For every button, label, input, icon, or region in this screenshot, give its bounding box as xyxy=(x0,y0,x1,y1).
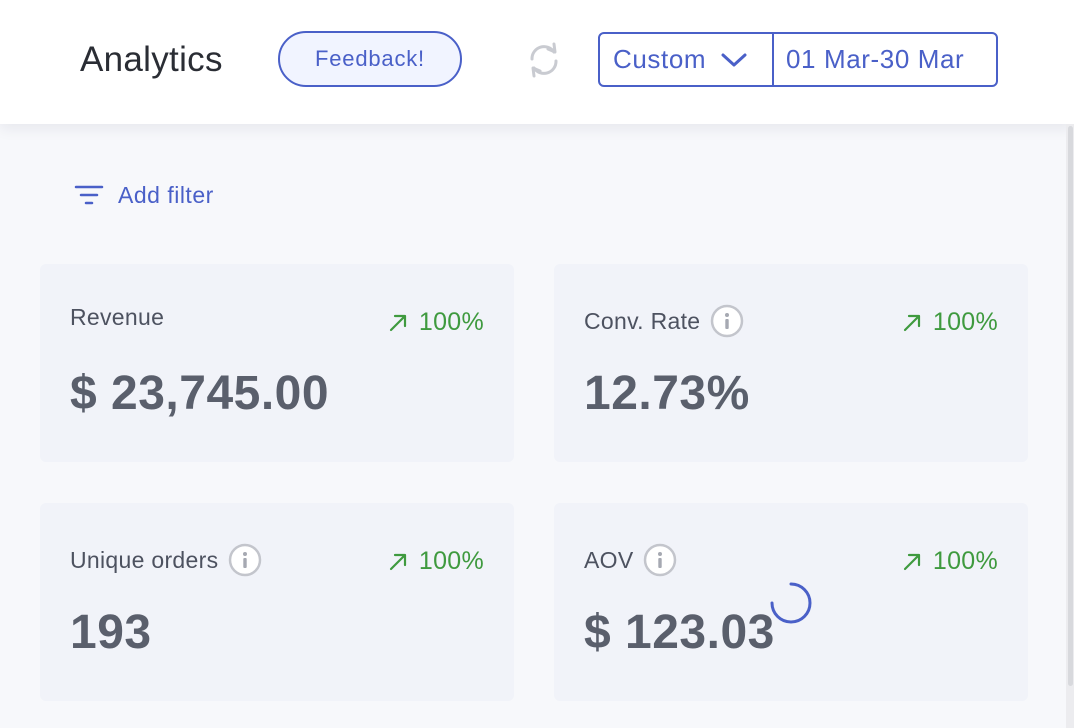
trend-up-arrow-icon xyxy=(389,314,406,331)
metric-card-aov: AOV 100% $ 123.03 xyxy=(554,503,1028,701)
info-icon[interactable] xyxy=(228,543,262,577)
metric-label: Unique orders xyxy=(70,546,219,573)
metric-card-unique-orders: Unique orders 100% 193 xyxy=(40,503,514,701)
range-preset-select[interactable]: Custom xyxy=(600,34,774,85)
page-title: Analytics xyxy=(80,40,223,79)
filter-icon xyxy=(74,185,104,205)
chevron-down-icon xyxy=(721,53,747,66)
range-preset-label: Custom xyxy=(613,44,707,74)
metric-value: 12.73% xyxy=(584,367,750,420)
metric-card-revenue: Revenue 100% $ 23,745.00 xyxy=(40,264,514,462)
metric-value: 193 xyxy=(70,606,152,659)
trend-up-arrow-icon xyxy=(903,553,920,570)
metric-change-value: 100% xyxy=(418,308,484,336)
metric-change-value: 100% xyxy=(932,308,998,336)
trend-up-arrow-icon xyxy=(389,553,406,570)
info-icon[interactable] xyxy=(710,304,744,338)
metric-change: 100% xyxy=(901,308,998,337)
metric-label: Revenue xyxy=(70,304,165,330)
metric-value: $ 123.03 xyxy=(584,606,775,659)
metric-change-value: 100% xyxy=(932,547,998,575)
date-range-input[interactable]: 01 Mar-30 Mar xyxy=(786,44,965,74)
metric-label: Conv. Rate xyxy=(584,307,701,334)
metric-change: 100% xyxy=(387,547,484,576)
add-filter-label: Add filter xyxy=(118,181,214,208)
refresh-icon[interactable] xyxy=(524,40,564,80)
trend-up-arrow-icon xyxy=(903,314,920,331)
date-range-picker: Custom 01 Mar-30 Mar xyxy=(598,32,998,87)
info-icon[interactable] xyxy=(643,543,677,577)
add-filter-button[interactable]: Add filter xyxy=(74,176,214,214)
scrollbar-thumb[interactable] xyxy=(1068,126,1073,686)
metric-change: 100% xyxy=(387,308,484,337)
feedback-button[interactable]: Feedback! xyxy=(278,31,462,87)
metric-change-value: 100% xyxy=(418,547,484,575)
metric-value: $ 23,745.00 xyxy=(70,367,330,420)
metric-card-conv-rate: Conv. Rate 100% 12.73% xyxy=(554,264,1028,462)
top-header: Analytics Feedback! Custom 01 Mar-30 Mar xyxy=(0,0,1074,124)
loading-spinner-icon xyxy=(770,582,812,624)
metric-label: AOV xyxy=(584,546,634,573)
metric-change: 100% xyxy=(901,547,998,576)
